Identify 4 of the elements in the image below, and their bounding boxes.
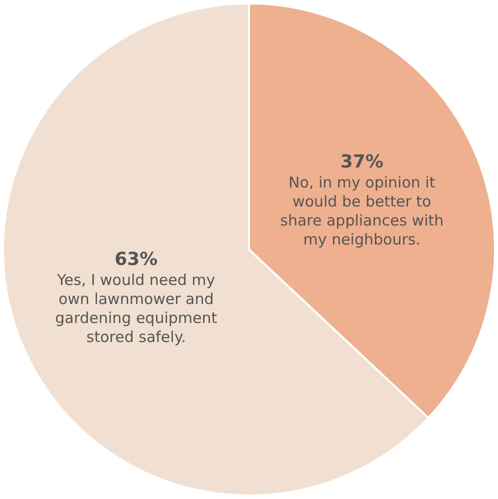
data-label: 63% — [114, 249, 158, 270]
data-label: 37% — [340, 151, 384, 172]
slice-label: No, in my opinion it would be better to share appliances with my neighbours. — [280, 174, 444, 249]
slice-label: Yes, I would need my own lawnmower and gardening equipment stored safely. — [55, 271, 218, 346]
